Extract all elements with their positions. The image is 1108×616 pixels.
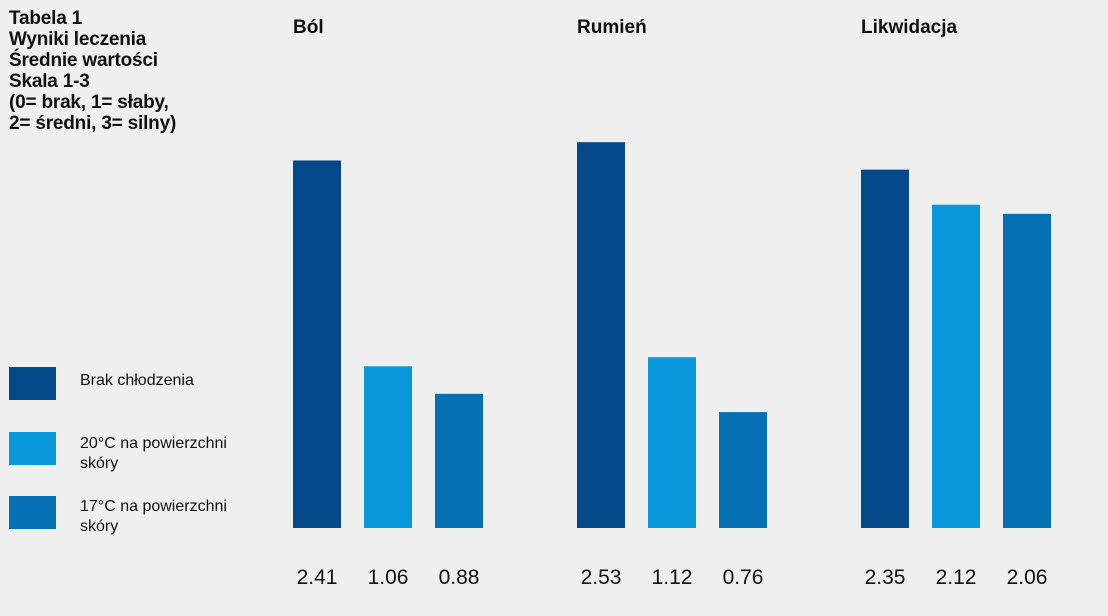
legend-label-no-cooling: Brak chłodzenia bbox=[80, 371, 280, 391]
legend-label-17c-line-1: 17°C na powierzchni bbox=[80, 498, 227, 515]
title-line-4: Skala 1-3 bbox=[9, 71, 90, 92]
value-label-likwidacja-no-cooling: 2.35 bbox=[865, 566, 906, 589]
value-label-rumien-20c: 1.12 bbox=[652, 566, 693, 589]
category-title-rumien: Rumień bbox=[577, 17, 647, 38]
legend-label-20c: 20°C na powierzchni skóry bbox=[80, 434, 280, 474]
value-label-likwidacja-17c: 2.06 bbox=[1007, 566, 1048, 589]
legend-label-17c: 17°C na powierzchni skóry bbox=[80, 497, 280, 537]
legend-swatch-20c bbox=[9, 432, 56, 465]
bar-rumien-17c bbox=[719, 412, 767, 528]
value-label-bol-17c: 0.88 bbox=[439, 566, 480, 589]
title-line-2: Wyniki leczenia bbox=[9, 29, 147, 50]
title-line-5: (0= brak, 1= słaby, bbox=[9, 92, 169, 113]
title-line-3: Średnie wartości bbox=[9, 50, 158, 71]
legend-label-20c-line-2: skóry bbox=[80, 455, 119, 472]
chart-title: Tabela 1 Wyniki leczenia Średnie wartośc… bbox=[9, 8, 269, 134]
category-title-bol: Ból bbox=[293, 17, 324, 38]
legend-swatch-17c bbox=[9, 496, 56, 529]
bar-rumien-20c bbox=[648, 357, 696, 528]
bar-bol-17c bbox=[435, 393, 483, 528]
legend-label-no-cooling-line-1: Brak chłodzenia bbox=[80, 372, 194, 389]
value-label-bol-20c: 1.06 bbox=[368, 566, 409, 589]
value-label-rumien-no-cooling: 2.53 bbox=[581, 566, 622, 589]
title-line-6: 2= średni, 3= silny) bbox=[9, 113, 177, 134]
value-label-likwidacja-20c: 2.12 bbox=[936, 566, 977, 589]
bar-rumien-no-cooling bbox=[577, 142, 625, 529]
value-label-rumien-17c: 0.76 bbox=[723, 566, 764, 589]
title-line-1: Tabela 1 bbox=[9, 8, 83, 29]
legend-label-17c-line-2: skóry bbox=[80, 518, 119, 535]
bar-likwidacja-17c bbox=[1003, 213, 1051, 528]
bar-likwidacja-20c bbox=[932, 204, 980, 528]
legend-label-20c-line-1: 20°C na powierzchni bbox=[80, 435, 227, 452]
bar-likwidacja-no-cooling bbox=[861, 169, 909, 528]
category-title-likwidacja: Likwidacja bbox=[861, 17, 958, 38]
legend-swatch-no-cooling bbox=[9, 367, 56, 400]
value-label-bol-no-cooling: 2.41 bbox=[297, 566, 338, 589]
bar-bol-no-cooling bbox=[293, 160, 341, 528]
bar-bol-20c bbox=[364, 366, 412, 528]
